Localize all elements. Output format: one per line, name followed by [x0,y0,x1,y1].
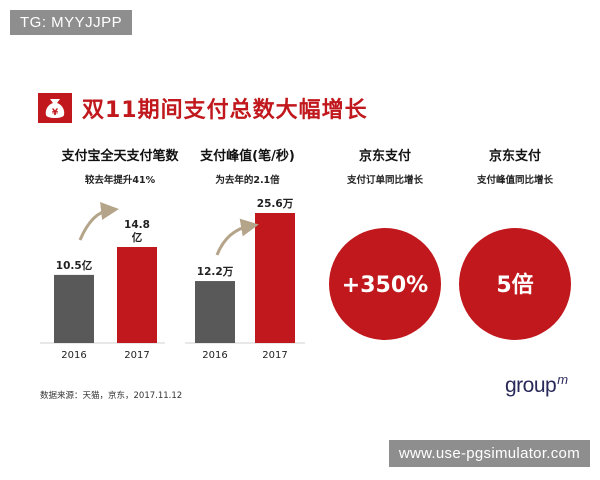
bar-2016 [195,281,235,343]
circle-jd-orders [329,228,441,340]
column-subheading-peak: 为去年的2.1倍 [215,175,280,186]
data-label-2017: 14.8 [124,219,150,231]
growth-arrow-2 [215,218,259,256]
circle-jd-peak-value: 5倍 [496,272,533,298]
column-subheading-alipay-count: 较去年提升41% [84,175,156,186]
bar-2016 [54,274,94,343]
watermark-top: TG: MYYJJPP [10,10,133,35]
tick-label-2017: 2017 [262,350,287,361]
data-label-2017: 亿 [132,231,143,244]
page-title: 双11期间支付总数大幅增长 [82,98,368,123]
watermark-bottom: www.use-pgsimulator.com [388,440,590,467]
page-title-row: ¥ 双11期间支付总数大幅增长 [38,92,368,124]
circle-jd-peak [459,228,571,340]
bar-2017 [255,213,295,343]
data-label-2017: 25.6万 [257,198,294,210]
column-heading-jd-peak: 京东支付 [488,149,541,164]
bar-2017 [117,247,157,343]
tick-label-2016: 2016 [202,350,227,361]
growth-arrow-1 [78,202,119,241]
chart-payment-peak: 12.2万 2016 25.6万 2017 [185,198,305,361]
chart-alipay-count: 10.5亿 2016 14.8亿 2017 [40,219,165,361]
groupm-logo: groupm [505,372,568,397]
column-heading-jd-orders: 京东支付 [358,149,411,164]
tick-label-2016: 2016 [61,350,86,361]
source-note: 数据来源：天猫，京东，2017.11.12 [40,391,183,401]
column-heading-alipay-count: 支付宝全天支付笔数 [61,149,179,164]
data-label-2016: 10.5亿 [56,259,93,272]
column-heading-peak: 支付峰值(笔/秒) [200,149,295,164]
column-subheading-jd-peak: 支付峰值同比增长 [476,175,553,186]
svg-text:¥: ¥ [52,108,59,118]
data-label-2016: 12.2万 [197,266,234,278]
column-subheading-jd-orders: 支付订单同比增长 [346,175,423,186]
money-bag-yuan-icon: ¥ [38,93,72,123]
circle-jd-orders-value: +350% [342,273,428,298]
tick-label-2017: 2017 [124,350,149,361]
